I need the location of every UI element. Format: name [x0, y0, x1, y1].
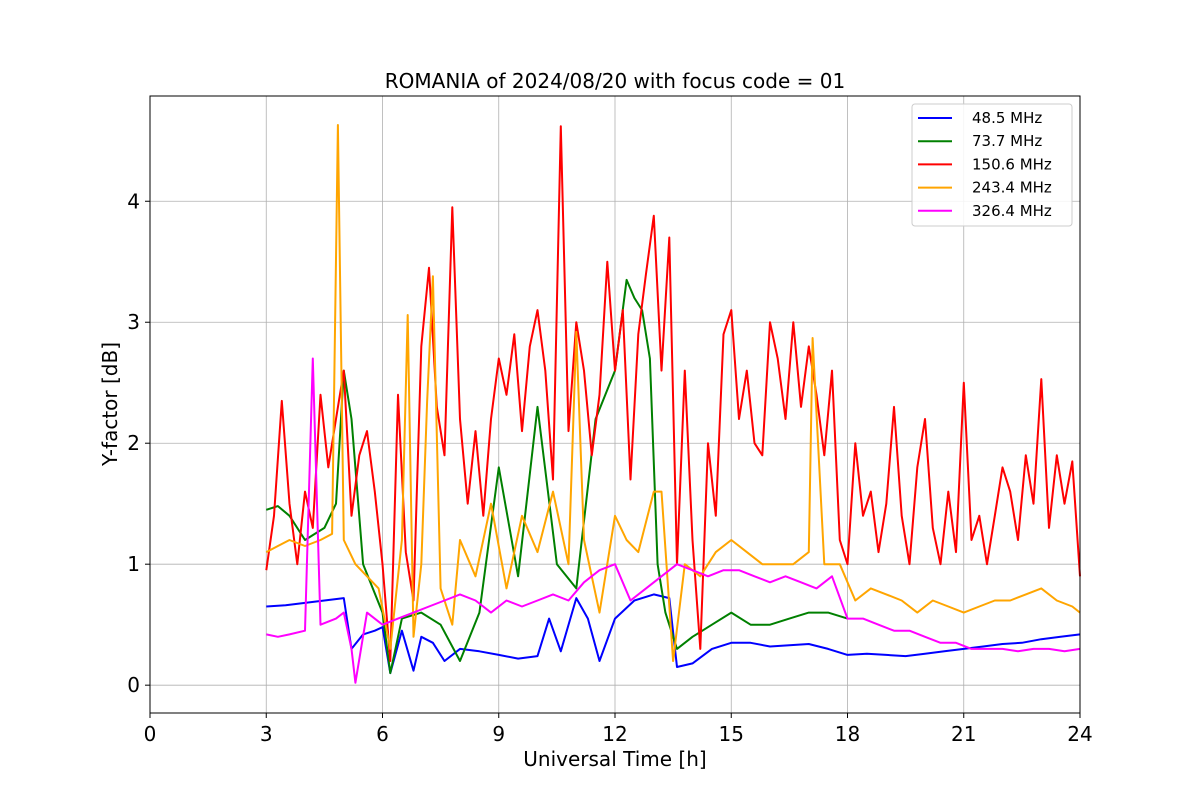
series-line-73-7-mhz	[265, 278, 848, 675]
x-tick-label: 21	[951, 722, 976, 746]
legend-label: 243.4 MHz	[972, 179, 1052, 197]
series-lines	[265, 124, 1081, 684]
y-tick-label: 2	[127, 431, 140, 455]
x-tick-label: 9	[492, 722, 505, 746]
legend-label: 326.4 MHz	[972, 202, 1052, 220]
series-line-326-4-mhz	[266, 357, 1081, 684]
legend: 48.5 MHz 73.7 MHz 150.6 MHz 243.4 MHz 326.4 …	[911, 103, 1073, 227]
x-tick-label: 0	[144, 722, 157, 746]
x-tick-label: 15	[719, 722, 744, 746]
x-tick-label: 3	[260, 722, 273, 746]
x-tick-label: 12	[602, 722, 627, 746]
legend-label: 48.5 MHz	[972, 109, 1042, 127]
y-tick-label: 4	[127, 189, 140, 213]
legend-label: 73.7 MHz	[972, 132, 1042, 150]
y-tick-label: 0	[127, 673, 140, 697]
y-tick-label: 3	[127, 310, 140, 334]
chart-title: ROMANIA of 2024/08/20 with focus code = …	[385, 69, 845, 93]
series-line-150-6-mhz	[265, 125, 1081, 662]
y-axis-ticks: 0 1 2 3 4	[127, 189, 150, 697]
series-line-243-4-mhz	[265, 124, 1081, 662]
x-tick-label: 24	[1067, 722, 1092, 746]
y-tick-label: 1	[127, 552, 140, 576]
x-tick-label: 6	[376, 722, 389, 746]
y-axis-label: Y-factor [dB]	[98, 342, 122, 467]
series-line-48-5-mhz	[266, 593, 1081, 675]
x-axis-label: Universal Time [h]	[523, 747, 706, 771]
legend-label: 150.6 MHz	[972, 155, 1052, 173]
legend-box	[911, 103, 1073, 227]
x-axis-ticks: 0 3 6 9 12 15 18 21 24	[144, 713, 1093, 746]
x-tick-label: 18	[835, 722, 860, 746]
